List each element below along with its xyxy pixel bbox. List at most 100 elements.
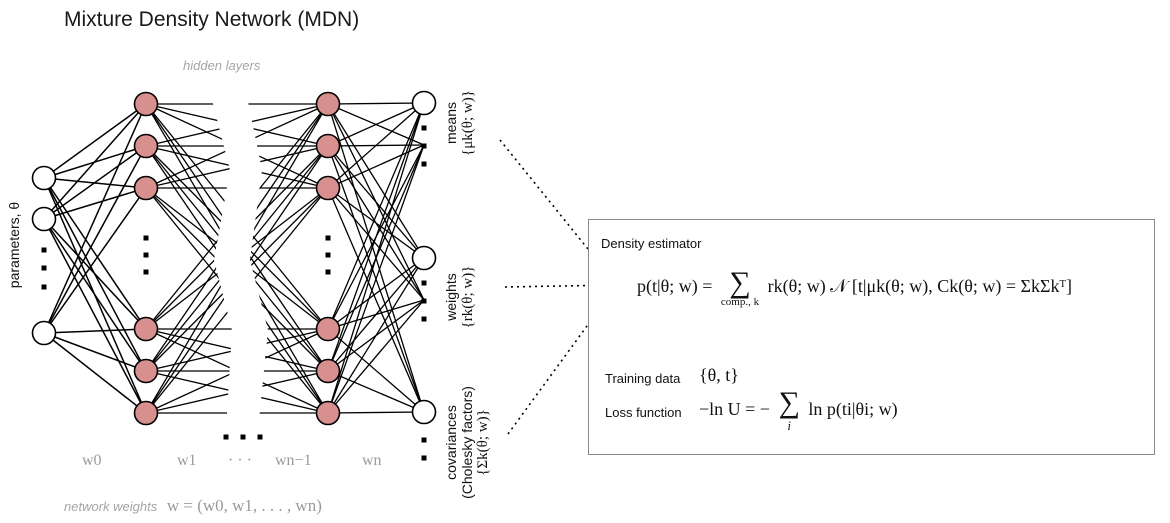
training-data-label: Training data [605, 371, 681, 386]
output-node [411, 90, 437, 116]
weight-label-w0: w0 [82, 452, 102, 469]
ellipsis-dot [240, 434, 246, 440]
ellipsis-dot [325, 235, 331, 241]
ellipsis-dot [41, 247, 47, 253]
edge [327, 102, 425, 189]
edge [43, 332, 147, 414]
edge [327, 370, 425, 413]
dotted-connector [499, 139, 618, 286]
loss-lhs: −ln U = − [699, 399, 770, 420]
edge [327, 102, 425, 330]
network-weights-text: network weights [64, 499, 158, 514]
density-rhs: rk(θ; w) 𝒩 [t|μk(θ; w), Ck(θ; w) = ΣkΣkᵀ… [767, 276, 1073, 297]
edge [43, 328, 147, 334]
network-edges [43, 102, 425, 414]
ellipsis-dot [421, 125, 427, 131]
covariances-name: covariances [443, 405, 459, 480]
edge [43, 218, 147, 372]
weight-label-ellipsis: · · · [228, 452, 252, 469]
input-node [31, 320, 57, 346]
edge [43, 218, 147, 414]
edge [327, 187, 425, 259]
edge [327, 103, 425, 259]
ellipsis-dot [41, 284, 47, 290]
edge [327, 328, 425, 413]
hidden-node [133, 175, 159, 201]
ellipsis-dot [223, 434, 229, 440]
loss-function-label: Loss function [605, 405, 682, 420]
edge [327, 145, 425, 259]
figure-title: Mixture Density Network (MDN) [64, 8, 360, 31]
weight-label-wn: wn [362, 452, 382, 469]
means-label: means {μk(θ; w)} [443, 78, 477, 168]
edge [43, 103, 147, 334]
edge [43, 145, 147, 220]
network-nodes [31, 90, 437, 426]
edge [43, 145, 147, 334]
ellipsis-dot [143, 252, 149, 258]
loss-sum-subscript: i [787, 418, 791, 433]
edge [327, 144, 425, 414]
covariances-symbol: {Σk(θ; w)} [475, 409, 491, 476]
edge [327, 257, 425, 330]
dotted-connector [504, 284, 618, 288]
density-lhs: p(t|θ; w) = [637, 276, 713, 297]
edge [43, 103, 147, 179]
ellipsis-dot [143, 269, 149, 275]
input-node [31, 165, 57, 191]
input-label: parameters, θ [6, 180, 22, 310]
edge [327, 102, 425, 147]
ellipsis-dot [421, 161, 427, 167]
edge [327, 411, 425, 414]
loss-rhs: ln p(ti|θi; w) [808, 399, 898, 420]
density-sum: ∑ comp., k [720, 268, 760, 309]
edge [327, 187, 425, 413]
hidden-node [315, 175, 341, 201]
edge [327, 187, 425, 301]
means-symbol: {μk(θ; w)} [460, 90, 476, 156]
weight-label-w1: w1 [177, 452, 197, 469]
input-node [31, 206, 57, 232]
hidden-node [315, 400, 341, 426]
hidden-node [133, 91, 159, 117]
ellipsis-dot [421, 437, 427, 443]
hidden-node [315, 358, 341, 384]
edge [327, 102, 425, 105]
weights-name: weights [443, 273, 459, 321]
network-weights-caption: network weights w = (w0, w1, . . . , wn) [64, 496, 322, 516]
loss-sum: ∑ i [778, 388, 799, 434]
output-node [411, 245, 437, 271]
ellipsis-dot [421, 455, 427, 461]
input-label-text: parameters, θ [6, 201, 22, 289]
density-equation: p(t|θ; w) = ∑ comp., k rk(θ; w) 𝒩 [t|μk(… [637, 268, 1073, 309]
edge [327, 144, 425, 189]
weight-label-wn-1: wn−1 [275, 452, 312, 469]
loss-equation: −ln U = − ∑ i ln p(ti|θi; w) [699, 388, 898, 434]
edge [43, 187, 147, 220]
ellipsis-dot [325, 252, 331, 258]
ellipsis-dot [421, 143, 427, 149]
edge [327, 102, 425, 414]
hidden-layer-gaps [210, 92, 268, 430]
edge [43, 218, 147, 330]
ellipsis-dot [257, 434, 263, 440]
hidden-node [315, 133, 341, 159]
output-node [411, 399, 437, 425]
edge [327, 257, 425, 414]
means-name: means [443, 101, 459, 145]
hidden-node [315, 91, 341, 117]
edge [327, 257, 425, 372]
dotted-connector [507, 284, 618, 435]
weights-symbol: {rk(θ; w)} [460, 265, 476, 329]
hidden-node [133, 133, 159, 159]
edge [327, 102, 425, 372]
ellipsis-dots [41, 125, 427, 461]
loss-sum-symbol: ∑ [778, 386, 800, 419]
hidden-node [133, 316, 159, 342]
estimator-title: Density estimator [601, 236, 702, 251]
weights-label: weights {rk(θ; w)} [443, 252, 477, 342]
sum-subscript: comp., k [720, 296, 760, 308]
ellipsis-dot [325, 269, 331, 275]
covariances-sub: (Cholesky factors) [459, 386, 475, 499]
